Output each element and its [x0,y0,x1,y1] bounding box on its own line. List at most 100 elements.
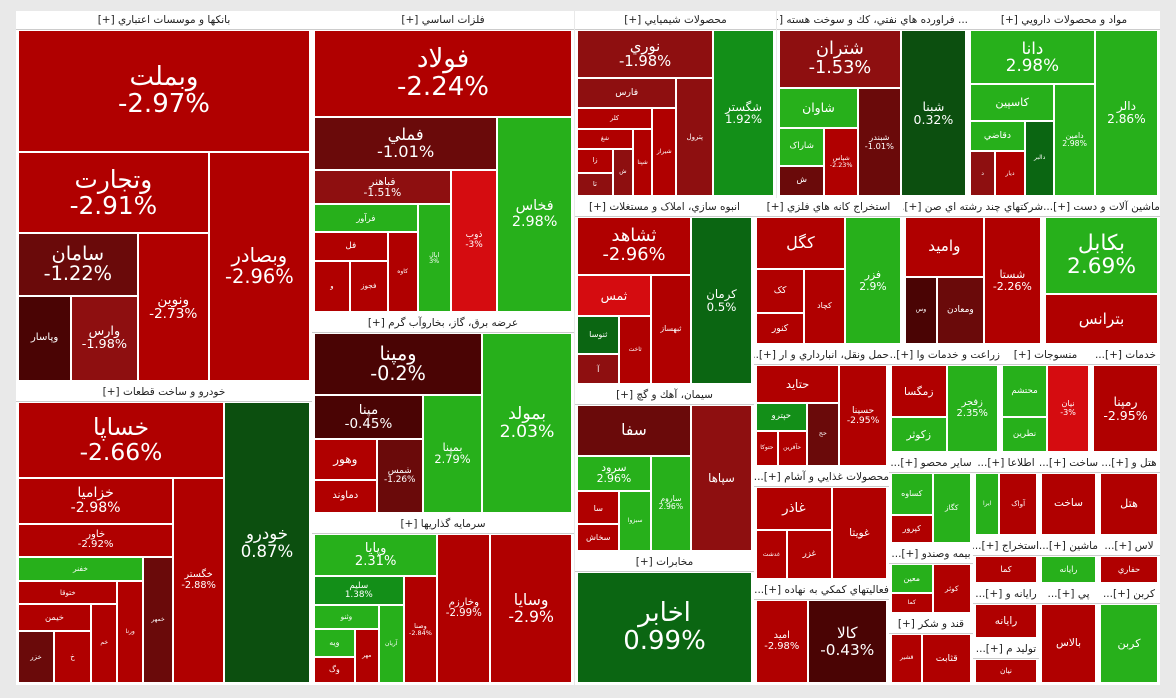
stock-tile[interactable]: اپال 3% [417,204,451,312]
stock-tile[interactable]: شغ [577,129,633,149]
sector-header[interactable]: بيمه وصندو [+]... [889,545,973,564]
stock-tile[interactable]: کک [756,268,805,313]
sector-header[interactable]: خدمات [+]... [1091,346,1160,365]
stock-tile[interactable]: شيراز [652,108,677,196]
stock-tile[interactable]: سبزوا [619,491,651,551]
sector-header[interactable]: فعاليتهاي كمكي به نهاده [+]... [754,581,889,600]
stock-tile[interactable]: نوري -1.98% [577,30,714,79]
stock-tile[interactable]: فزر 2.9% [844,217,901,344]
sector-header[interactable]: مواد و محصولات دارويي [+] [968,11,1160,30]
stock-tile[interactable]: شمس -1.26% [376,439,423,513]
stock-tile[interactable]: ثاخت [619,315,651,384]
stock-tile[interactable]: شاراک [779,127,825,166]
stock-tile[interactable]: سرود 2.96% [577,455,651,492]
stock-tile[interactable]: دالر 2.86% [1094,30,1158,196]
stock-tile[interactable]: اخابر 0.99% [577,572,752,683]
sector-header[interactable]: بانکها و موسسات اعتباري [+] [16,11,312,30]
stock-tile[interactable]: سا [577,491,620,525]
sector-header[interactable]: هتل و [+]... [1098,454,1160,473]
stock-tile[interactable]: نيان -3% [1047,365,1089,452]
stock-tile[interactable]: رمپنا -2.95% [1093,365,1158,452]
stock-tile[interactable]: حپترو [756,402,807,431]
stock-tile[interactable]: وثنو [314,605,379,629]
stock-tile[interactable]: حسينا -2.95% [839,365,887,466]
stock-tile[interactable]: ومعادن [937,276,984,344]
stock-tile[interactable]: وبملت -2.97% [18,30,310,153]
stock-tile[interactable]: مپنا -0.45% [314,395,423,440]
stock-tile[interactable]: خ [54,631,91,683]
stock-tile[interactable]: حتوكا [756,430,778,466]
stock-tile[interactable]: حتايد [756,365,840,403]
sector-header[interactable]: سيمان، آهك و گچ [+] [575,386,754,405]
stock-tile[interactable]: فرآور [314,204,418,232]
sector-header[interactable]: ماشين آلات و دست [+]... [1043,198,1160,217]
stock-tile[interactable]: بکابل 2.69% [1045,217,1158,295]
stock-tile[interactable]: دالبر [1024,121,1055,196]
stock-tile[interactable]: وگ [314,657,355,683]
stock-tile[interactable]: حج [806,402,840,466]
stock-tile[interactable]: فخاس 2.98% [497,117,572,312]
stock-tile[interactable]: کپرور [891,515,933,543]
stock-tile[interactable]: سامان -1.22% [18,232,138,296]
stock-tile[interactable]: دانا 2.98% [970,30,1095,85]
stock-tile[interactable]: کوثر [932,564,971,613]
sector-header[interactable]: لاس [+]... [1098,537,1160,556]
stock-tile[interactable]: ثنوسا [577,315,620,354]
stock-tile[interactable]: قثابت [922,634,971,683]
stock-tile[interactable]: بالاس [1041,604,1096,683]
stock-tile[interactable]: فباهنر -1.51% [314,169,451,205]
sector-header[interactable]: ساخت [+]... [1039,454,1098,473]
stock-tile[interactable]: وخارزم -2.99% [437,534,491,683]
stock-tile[interactable]: ديار [995,151,1025,196]
stock-tile[interactable]: بمولد 2.03% [482,333,572,513]
stock-tile[interactable]: ونوين -2.73% [137,232,209,381]
sector-header[interactable]: توليد م [+]... [973,640,1039,659]
sector-header[interactable]: محصولات شيميايي [+] [575,11,776,30]
stock-tile[interactable]: کربن [1100,604,1158,683]
stock-tile[interactable]: خگستر -2.88% [173,478,224,683]
stock-tile[interactable]: آ [577,353,620,384]
stock-tile[interactable]: ثبهساز [650,274,691,384]
stock-tile[interactable]: کساوه [891,473,933,516]
sector-header[interactable]: پي [+]... [1039,585,1098,604]
stock-tile[interactable]: خيمن [18,604,91,632]
stock-tile[interactable]: ثشاهد -2.96% [577,217,691,275]
sector-header[interactable]: خودرو و ساخت قطعات [+] [16,383,312,402]
stock-tile[interactable]: دامین 2.98% [1054,84,1095,196]
stock-tile[interactable]: ويه [314,628,355,658]
stock-tile[interactable]: دماوند [314,480,377,513]
sector-header[interactable]: رايانه و [+]... [973,585,1039,604]
stock-tile[interactable]: وهور [314,439,377,481]
sector-header[interactable]: استخراج كانه هاي فلزي [+] [754,198,903,217]
stock-tile[interactable]: کما [891,593,933,613]
stock-tile[interactable]: ش [779,165,825,196]
sector-header[interactable]: ماشين [+]... [1039,537,1098,556]
stock-tile[interactable]: د [970,151,996,196]
stock-tile[interactable]: ذوب -3% [450,169,498,312]
stock-tile[interactable]: نيان [975,659,1037,683]
stock-tile[interactable]: کاوه [387,231,418,312]
stock-tile[interactable]: شتران -1.53% [779,30,901,88]
stock-tile[interactable]: خمهر [142,556,174,683]
stock-tile[interactable]: خزر [18,631,55,683]
stock-tile[interactable]: ساروم 2.96% [650,455,691,551]
stock-tile[interactable]: شاوان [779,87,858,128]
stock-tile[interactable]: کرمان 0.5% [691,217,752,384]
stock-tile[interactable]: فارس [577,78,677,108]
stock-tile[interactable]: سلیم 1.38% [314,576,404,606]
sector-header[interactable]: زراعت و خدمات وا [+]... [889,346,1000,365]
stock-tile[interactable]: غزر [786,530,832,579]
stock-tile[interactable]: خم [90,604,118,683]
stock-tile[interactable]: زکوثر [891,417,947,452]
sector-header[interactable]: سرمايه گذاريها [+] [312,515,574,534]
stock-tile[interactable]: شبنا 0.32% [900,30,966,196]
sector-header[interactable]: مخابرات [+] [575,553,754,572]
sector-header[interactable]: محصولات غذايي و آشام [+]... [754,468,889,487]
stock-tile[interactable]: کالا -0.43% [807,600,887,683]
stock-tile[interactable]: آواک [999,473,1037,535]
stock-tile[interactable]: شگستر 1.92% [713,30,774,196]
stock-tile[interactable]: زمگسا [891,365,947,418]
stock-tile[interactable]: کلر [577,108,653,130]
sector-header[interactable]: اطلاعا [+]... [973,454,1039,473]
stock-tile[interactable]: ساخت [1041,473,1096,535]
